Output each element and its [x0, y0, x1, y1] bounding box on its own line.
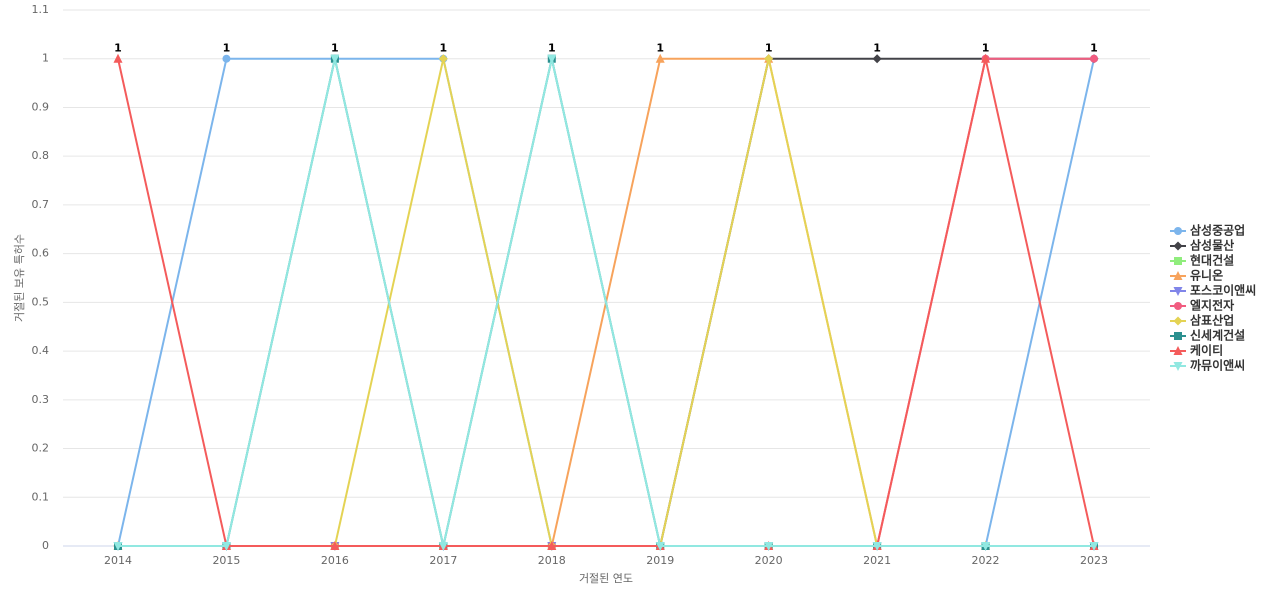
- legend-label: 케이티: [1190, 343, 1223, 358]
- legend-label: 유니온: [1190, 268, 1223, 283]
- data-point: [655, 53, 665, 63]
- data-point: [547, 54, 557, 64]
- data-label: 1: [114, 42, 122, 55]
- y-tick-label: 0.5: [32, 295, 50, 308]
- y-tick-label: 1.1: [32, 3, 50, 16]
- legend-marker: [1174, 302, 1182, 310]
- x-tick-label: 2016: [321, 554, 349, 567]
- legend-label: 삼성중공업: [1190, 223, 1245, 238]
- x-axis-label: 거절된 연도: [579, 572, 633, 585]
- data-point: [221, 542, 231, 551]
- y-tick-label: 0.3: [32, 393, 50, 406]
- data-point: [981, 542, 991, 551]
- data-point: [981, 53, 991, 63]
- legend-label: 삼표산업: [1190, 313, 1234, 328]
- legend-label: 삼성물산: [1190, 238, 1234, 253]
- data-label: 1: [548, 42, 556, 55]
- legend-label: 현대건설: [1190, 253, 1234, 268]
- data-point: [330, 541, 340, 550]
- legend-marker: [1174, 257, 1182, 265]
- data-label: 1: [765, 42, 773, 55]
- data-point: [113, 53, 123, 63]
- data-point: [438, 542, 448, 551]
- y-tick-label: 0.2: [32, 442, 50, 455]
- data-point: [764, 54, 774, 64]
- x-tick-label: 2014: [104, 554, 132, 567]
- y-tick-label: 0: [42, 539, 49, 552]
- legend-marker: [1173, 287, 1183, 296]
- series-line: [118, 58, 1094, 547]
- x-tick-label: 2017: [429, 554, 457, 567]
- y-tick-label: 0.8: [32, 149, 50, 162]
- y-tick-label: 0.4: [32, 344, 50, 357]
- y-tick-label: 0.9: [32, 100, 50, 113]
- data-point: [1089, 542, 1099, 551]
- data-label: 1: [982, 42, 990, 55]
- legend-label: 까뮤이앤씨: [1190, 358, 1245, 373]
- legend-marker: [1173, 316, 1183, 326]
- y-tick-label: 1: [42, 52, 49, 65]
- data-label: 1: [1090, 42, 1098, 55]
- x-tick-label: 2021: [863, 554, 891, 567]
- legend-label: 포스코이앤씨: [1190, 283, 1256, 298]
- x-tick-label: 2022: [972, 554, 1000, 567]
- data-label: 1: [656, 42, 664, 55]
- data-label: 1: [873, 42, 881, 55]
- data-point: [330, 54, 340, 64]
- x-tick-label: 2019: [646, 554, 674, 567]
- data-label: 1: [331, 42, 339, 55]
- x-tick-label: 2015: [212, 554, 240, 567]
- x-tick-label: 2020: [755, 554, 783, 567]
- data-point: [547, 541, 557, 550]
- data-point: [438, 54, 448, 64]
- data-point: [222, 54, 231, 63]
- legend-marker: [1173, 241, 1183, 251]
- legend-label: 신세계건설: [1190, 328, 1245, 343]
- data-point: [764, 542, 774, 551]
- legend-label: 엘지전자: [1190, 298, 1234, 313]
- legend-marker: [1174, 332, 1182, 340]
- data-point: [655, 542, 665, 551]
- y-tick-label: 0.1: [32, 490, 50, 503]
- data-point: [113, 542, 123, 551]
- series-line: [117, 58, 1095, 547]
- legend-marker: [1173, 271, 1183, 280]
- legend-marker: [1174, 227, 1182, 235]
- y-tick-label: 0.7: [32, 198, 50, 211]
- data-label: 1: [223, 42, 231, 55]
- x-tick-label: 2018: [538, 554, 566, 567]
- y-tick-label: 0.6: [32, 247, 50, 260]
- legend-marker: [1173, 362, 1183, 371]
- data-point: [1090, 54, 1098, 63]
- data-point: [872, 54, 882, 64]
- legend-marker: [1173, 346, 1183, 355]
- data-label: 1: [440, 42, 448, 55]
- data-point: [872, 542, 882, 551]
- y-axis-label: 거절된 보유 특허수: [13, 234, 26, 322]
- x-tick-label: 2023: [1080, 554, 1108, 567]
